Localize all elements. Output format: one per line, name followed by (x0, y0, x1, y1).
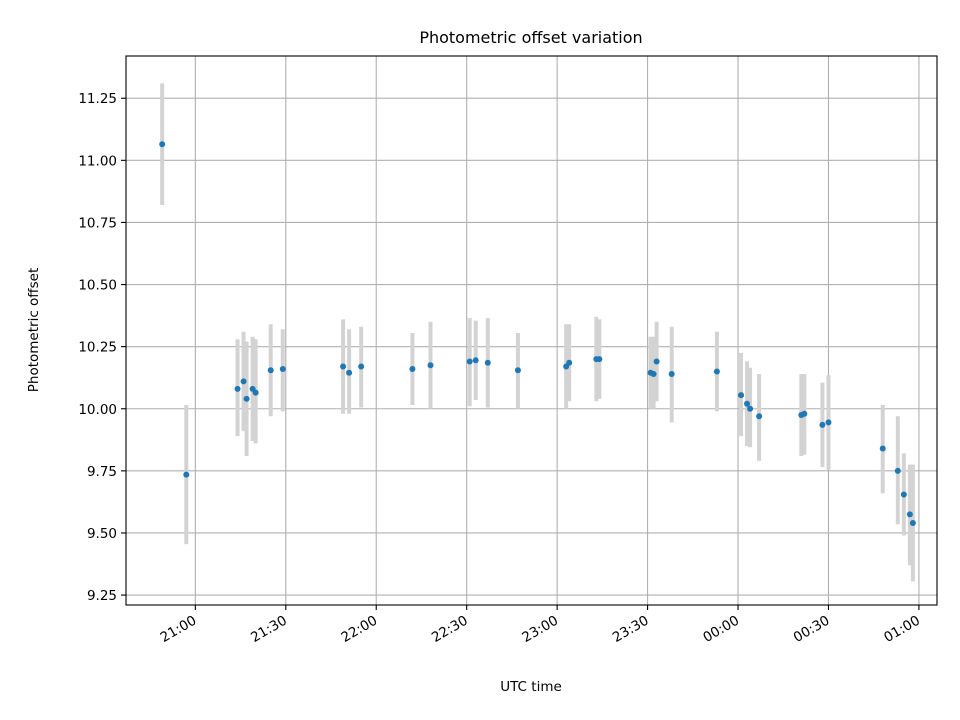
x-tick-label: 01:00 (881, 613, 923, 646)
x-tick-label: 23:30 (610, 613, 652, 646)
plot-frame (125, 55, 938, 606)
x-tick-label: 22:00 (339, 613, 381, 646)
x-tick-label: 22:30 (429, 613, 471, 646)
y-tick-label: 11.00 (78, 153, 117, 169)
x-tick-label: 21:30 (248, 613, 290, 646)
data-point (744, 400, 751, 407)
data-point (252, 389, 259, 396)
data-points (159, 141, 916, 527)
data-point (514, 367, 521, 374)
x-tick-label: 00:30 (791, 613, 833, 646)
data-point (747, 405, 754, 412)
x-tick-label: 23:00 (519, 613, 561, 646)
y-tick-label: 10.00 (78, 402, 117, 418)
y-tick-label: 9.75 (87, 464, 117, 480)
y-axis-label: Photometric offset (26, 268, 42, 392)
y-tick-label: 9.50 (87, 526, 117, 542)
data-point (346, 369, 353, 376)
data-point (340, 363, 347, 370)
data-point (756, 413, 763, 420)
data-point (267, 367, 274, 374)
data-point (650, 370, 657, 377)
x-tick-label: 21:00 (158, 613, 200, 646)
data-point (900, 491, 907, 498)
data-point (358, 363, 365, 370)
x-tick-label: 00:00 (700, 613, 742, 646)
data-point (279, 366, 286, 373)
data-point (240, 378, 247, 385)
data-point (243, 395, 250, 402)
data-point (566, 359, 573, 366)
y-tick-label: 11.25 (78, 91, 117, 107)
data-point (409, 366, 416, 373)
data-point (427, 362, 434, 369)
data-point (234, 385, 241, 392)
data-point (159, 141, 166, 148)
data-point (909, 520, 916, 527)
y-tick-label: 10.25 (78, 340, 117, 356)
data-point (484, 359, 491, 366)
data-point (906, 511, 913, 518)
data-point (879, 445, 886, 452)
data-point (894, 467, 901, 474)
y-tick-label: 9.25 (87, 588, 117, 604)
data-point (472, 357, 479, 364)
grid-lines (126, 56, 937, 605)
data-point (801, 410, 808, 417)
data-point (713, 368, 720, 375)
data-point (825, 419, 832, 426)
y-axis-ticks: 9.25 9.50 9.75 10.00 10.25 10.50 10.75 11.00 11.… (78, 91, 126, 604)
data-point (466, 358, 473, 365)
data-point (183, 471, 190, 478)
data-point (668, 370, 675, 377)
y-tick-label: 10.50 (78, 278, 117, 294)
data-point (819, 421, 826, 428)
x-axis-ticks: 21:00 21:30 22:00 22:30 23:00 23:30 00:00 00:30… (158, 605, 923, 646)
data-point (738, 392, 745, 399)
data-point (653, 358, 660, 365)
error-bars (160, 83, 915, 582)
chart-title: Photometric offset variation (419, 28, 642, 47)
y-tick-label: 10.75 (78, 215, 117, 231)
data-point (596, 356, 603, 363)
x-axis-label: UTC time (500, 679, 562, 695)
